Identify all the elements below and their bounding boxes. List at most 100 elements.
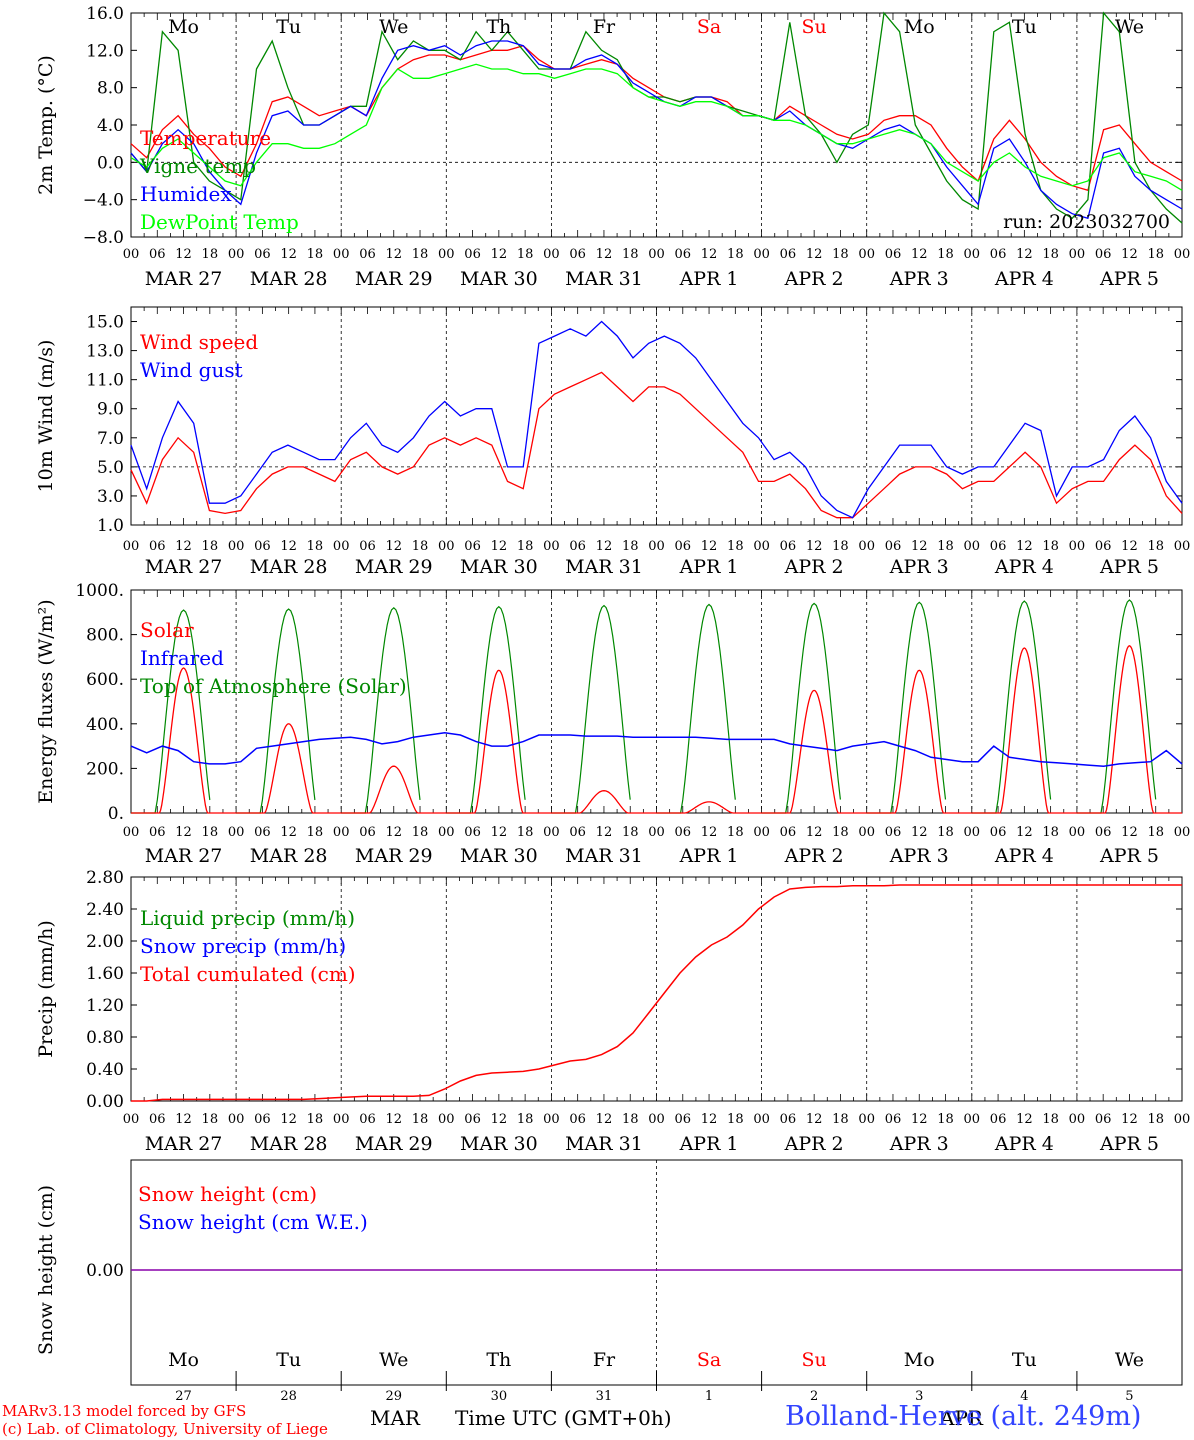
panel-frame-3 [130,589,1183,814]
hour-tick-label: 06 [675,247,692,262]
weekday-label: Mo [168,16,199,38]
hour-tick-label: 00 [333,247,350,262]
toa-solar-curve [446,605,526,814]
weekday-label: Fr [593,16,616,38]
weekday-label: We [1115,1349,1144,1371]
hour-tick-label: 06 [780,539,797,554]
day-number-label: 1 [705,1389,713,1404]
hour-tick-label: 00 [753,539,770,554]
time-axis-label: Time UTC (GMT+0h) [455,1406,672,1430]
date-label: MAR 30 [460,556,538,578]
day-number-label: 28 [280,1389,297,1404]
weekday-label: Th [486,1349,511,1371]
hour-tick-label: 00 [228,1112,245,1127]
hour-tick-label: 18 [1042,1112,1059,1127]
hour-tick-label: 12 [596,539,613,554]
solar-curve [761,689,867,814]
date-label: APR 5 [1099,845,1159,867]
hour-tick-label: 06 [464,1112,481,1127]
y-tick-label: 400. [86,715,124,735]
hour-tick-label: 06 [464,539,481,554]
hour-tick-label: 18 [202,825,219,840]
hour-tick-label: 12 [1121,1112,1138,1127]
hour-tick-label: 12 [1016,539,1033,554]
y-axis-label: Precip (mm/h) [35,920,57,1058]
hour-tick-label: 12 [911,539,928,554]
y-tick-label: 12.0 [86,41,124,61]
hour-tick-label: 06 [780,825,797,840]
date-label: APR 3 [889,268,949,290]
legend-entry: Top of Atmosphere (Solar) [140,674,407,698]
hour-tick-label: 18 [412,825,429,840]
hour-tick-label: 12 [491,247,508,262]
y-tick-label: 0.00 [86,1092,124,1112]
legend-entry: Snow height (cm) [138,1182,317,1206]
date-label: MAR 28 [250,1133,328,1155]
hour-tick-label: 06 [885,1112,902,1127]
hour-tick-label: 06 [254,247,271,262]
y-axis-label: Energy fluxes (W/m²) [35,599,57,803]
run-label: run: 2023032700 [1003,211,1170,233]
weekday-label: Su [802,1349,827,1371]
hour-tick-label: 18 [832,825,849,840]
hour-tick-label: 12 [701,825,718,840]
hour-tick-label: 06 [675,539,692,554]
date-label: MAR 31 [565,1133,643,1155]
legend-entry: Infrared [140,646,224,670]
hour-tick-label: 12 [701,247,718,262]
hour-tick-label: 00 [543,539,560,554]
day-number-label: 4 [1020,1389,1028,1404]
hour-tick-label: 00 [858,1112,875,1127]
y-tick-label: 16.0 [86,4,124,24]
y-axis-label: 2m Temp. (°C) [35,55,57,195]
hour-tick-label: 12 [385,539,402,554]
hour-tick-label: 00 [1174,247,1191,262]
hour-tick-label: 00 [543,825,560,840]
hour-tick-label: 18 [412,539,429,554]
y-axis-label: 10m Wind (m/s) [35,340,57,493]
hour-tick-label: 06 [149,1112,166,1127]
hour-tick-label: 12 [806,247,823,262]
weekday-label: Th [486,16,511,38]
hour-tick-label: 18 [727,539,744,554]
hour-tick-label: 06 [569,1112,586,1127]
hour-tick-label: 18 [832,247,849,262]
hour-tick-label: 06 [254,539,271,554]
hour-tick-label: 12 [491,825,508,840]
hour-tick-label: 00 [753,247,770,262]
weekday-label: Sa [697,1349,721,1371]
hour-tick-label: 12 [491,539,508,554]
hour-tick-label: 06 [675,1112,692,1127]
hour-tick-label: 06 [569,247,586,262]
hour-tick-label: 00 [123,539,140,554]
hour-tick-label: 12 [280,1112,297,1127]
hour-tick-label: 18 [622,539,639,554]
hour-tick-label: 00 [1174,825,1191,840]
date-label: MAR 27 [145,556,223,578]
day-number-label: 5 [1125,1389,1133,1404]
hour-tick-label: 06 [359,539,376,554]
date-label: APR 4 [994,268,1054,290]
hour-tick-label: 12 [491,1112,508,1127]
date-label: MAR 27 [145,1133,223,1155]
hour-tick-label: 12 [280,247,297,262]
y-tick-label: 7.0 [97,429,124,449]
hour-tick-label: 00 [753,825,770,840]
date-label: APR 3 [889,845,949,867]
hour-tick-label: 06 [675,825,692,840]
cumulated-precip-line [131,884,1182,1102]
legend-entry: Temperature [140,126,271,150]
y-tick-label: 0.40 [86,1060,124,1080]
y-tick-label: 2.00 [86,932,124,952]
date-label: APR 4 [994,1133,1054,1155]
toa-solar-curve [1076,599,1157,814]
hour-tick-label: 00 [1069,539,1086,554]
wind-series-line [130,371,1183,519]
wind-series-line [130,320,1183,519]
y-tick-label: 1.60 [86,964,124,984]
hour-tick-label: 06 [464,247,481,262]
hour-tick-label: 00 [123,247,140,262]
hour-tick-label: 00 [964,539,981,554]
date-label: MAR 28 [250,268,328,290]
